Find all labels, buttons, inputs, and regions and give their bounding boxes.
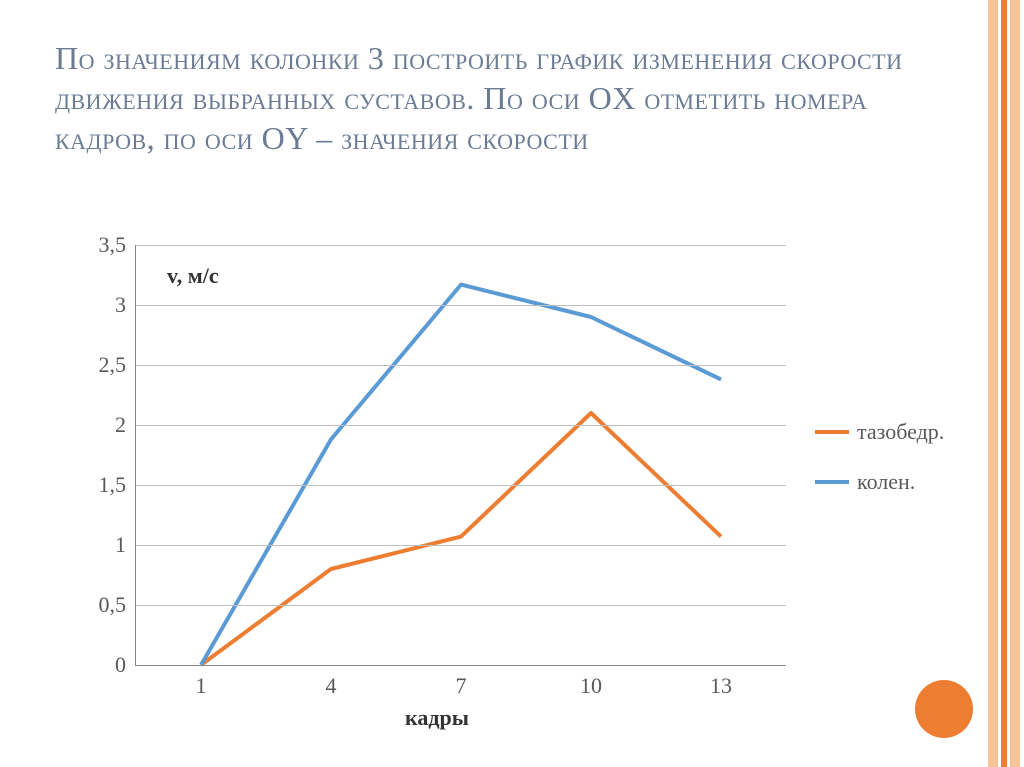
x-tick-label: 4 xyxy=(326,665,337,699)
gridline xyxy=(136,545,786,546)
x-tick-label: 7 xyxy=(456,665,467,699)
gridline xyxy=(136,605,786,606)
series-line xyxy=(201,413,721,665)
slide: По значениям колонки 3 построить график … xyxy=(0,0,1024,767)
y-tick-label: 1,5 xyxy=(99,472,137,498)
legend-swatch xyxy=(815,480,849,484)
legend: тазобедр. колен. xyxy=(815,395,944,519)
legend-item: колен. xyxy=(815,469,944,495)
decor-stripe xyxy=(988,0,998,767)
chart-lines xyxy=(136,245,786,665)
y-tick-label: 2,5 xyxy=(99,352,137,378)
decor-circle-icon xyxy=(915,680,973,738)
legend-item: тазобедр. xyxy=(815,419,944,445)
legend-swatch xyxy=(815,430,849,434)
decor-stripe xyxy=(1001,0,1007,767)
plot-area: 00,511,522,533,51471013 xyxy=(135,245,786,666)
y-tick-label: 2 xyxy=(115,412,136,438)
y-tick-label: 0,5 xyxy=(99,592,137,618)
y-tick-label: 1 xyxy=(115,532,136,558)
slide-title: По значениям колонки 3 построить график … xyxy=(55,38,925,158)
gridline xyxy=(136,485,786,486)
x-tick-label: 10 xyxy=(580,665,602,699)
y-tick-label: 0 xyxy=(115,652,136,678)
y-tick-label: 3 xyxy=(115,292,136,318)
legend-label: колен. xyxy=(857,469,915,495)
x-tick-label: 13 xyxy=(710,665,732,699)
x-axis-label: кадры xyxy=(405,705,469,731)
gridline xyxy=(136,425,786,426)
y-tick-label: 3,5 xyxy=(99,232,137,258)
x-tick-label: 1 xyxy=(196,665,207,699)
gridline xyxy=(136,305,786,306)
line-chart: v, м/с 00,511,522,533,51471013 кадры таз… xyxy=(55,245,965,725)
gridline xyxy=(136,245,786,246)
gridline xyxy=(136,365,786,366)
decor-stripe xyxy=(1010,0,1020,767)
legend-label: тазобедр. xyxy=(857,419,944,445)
